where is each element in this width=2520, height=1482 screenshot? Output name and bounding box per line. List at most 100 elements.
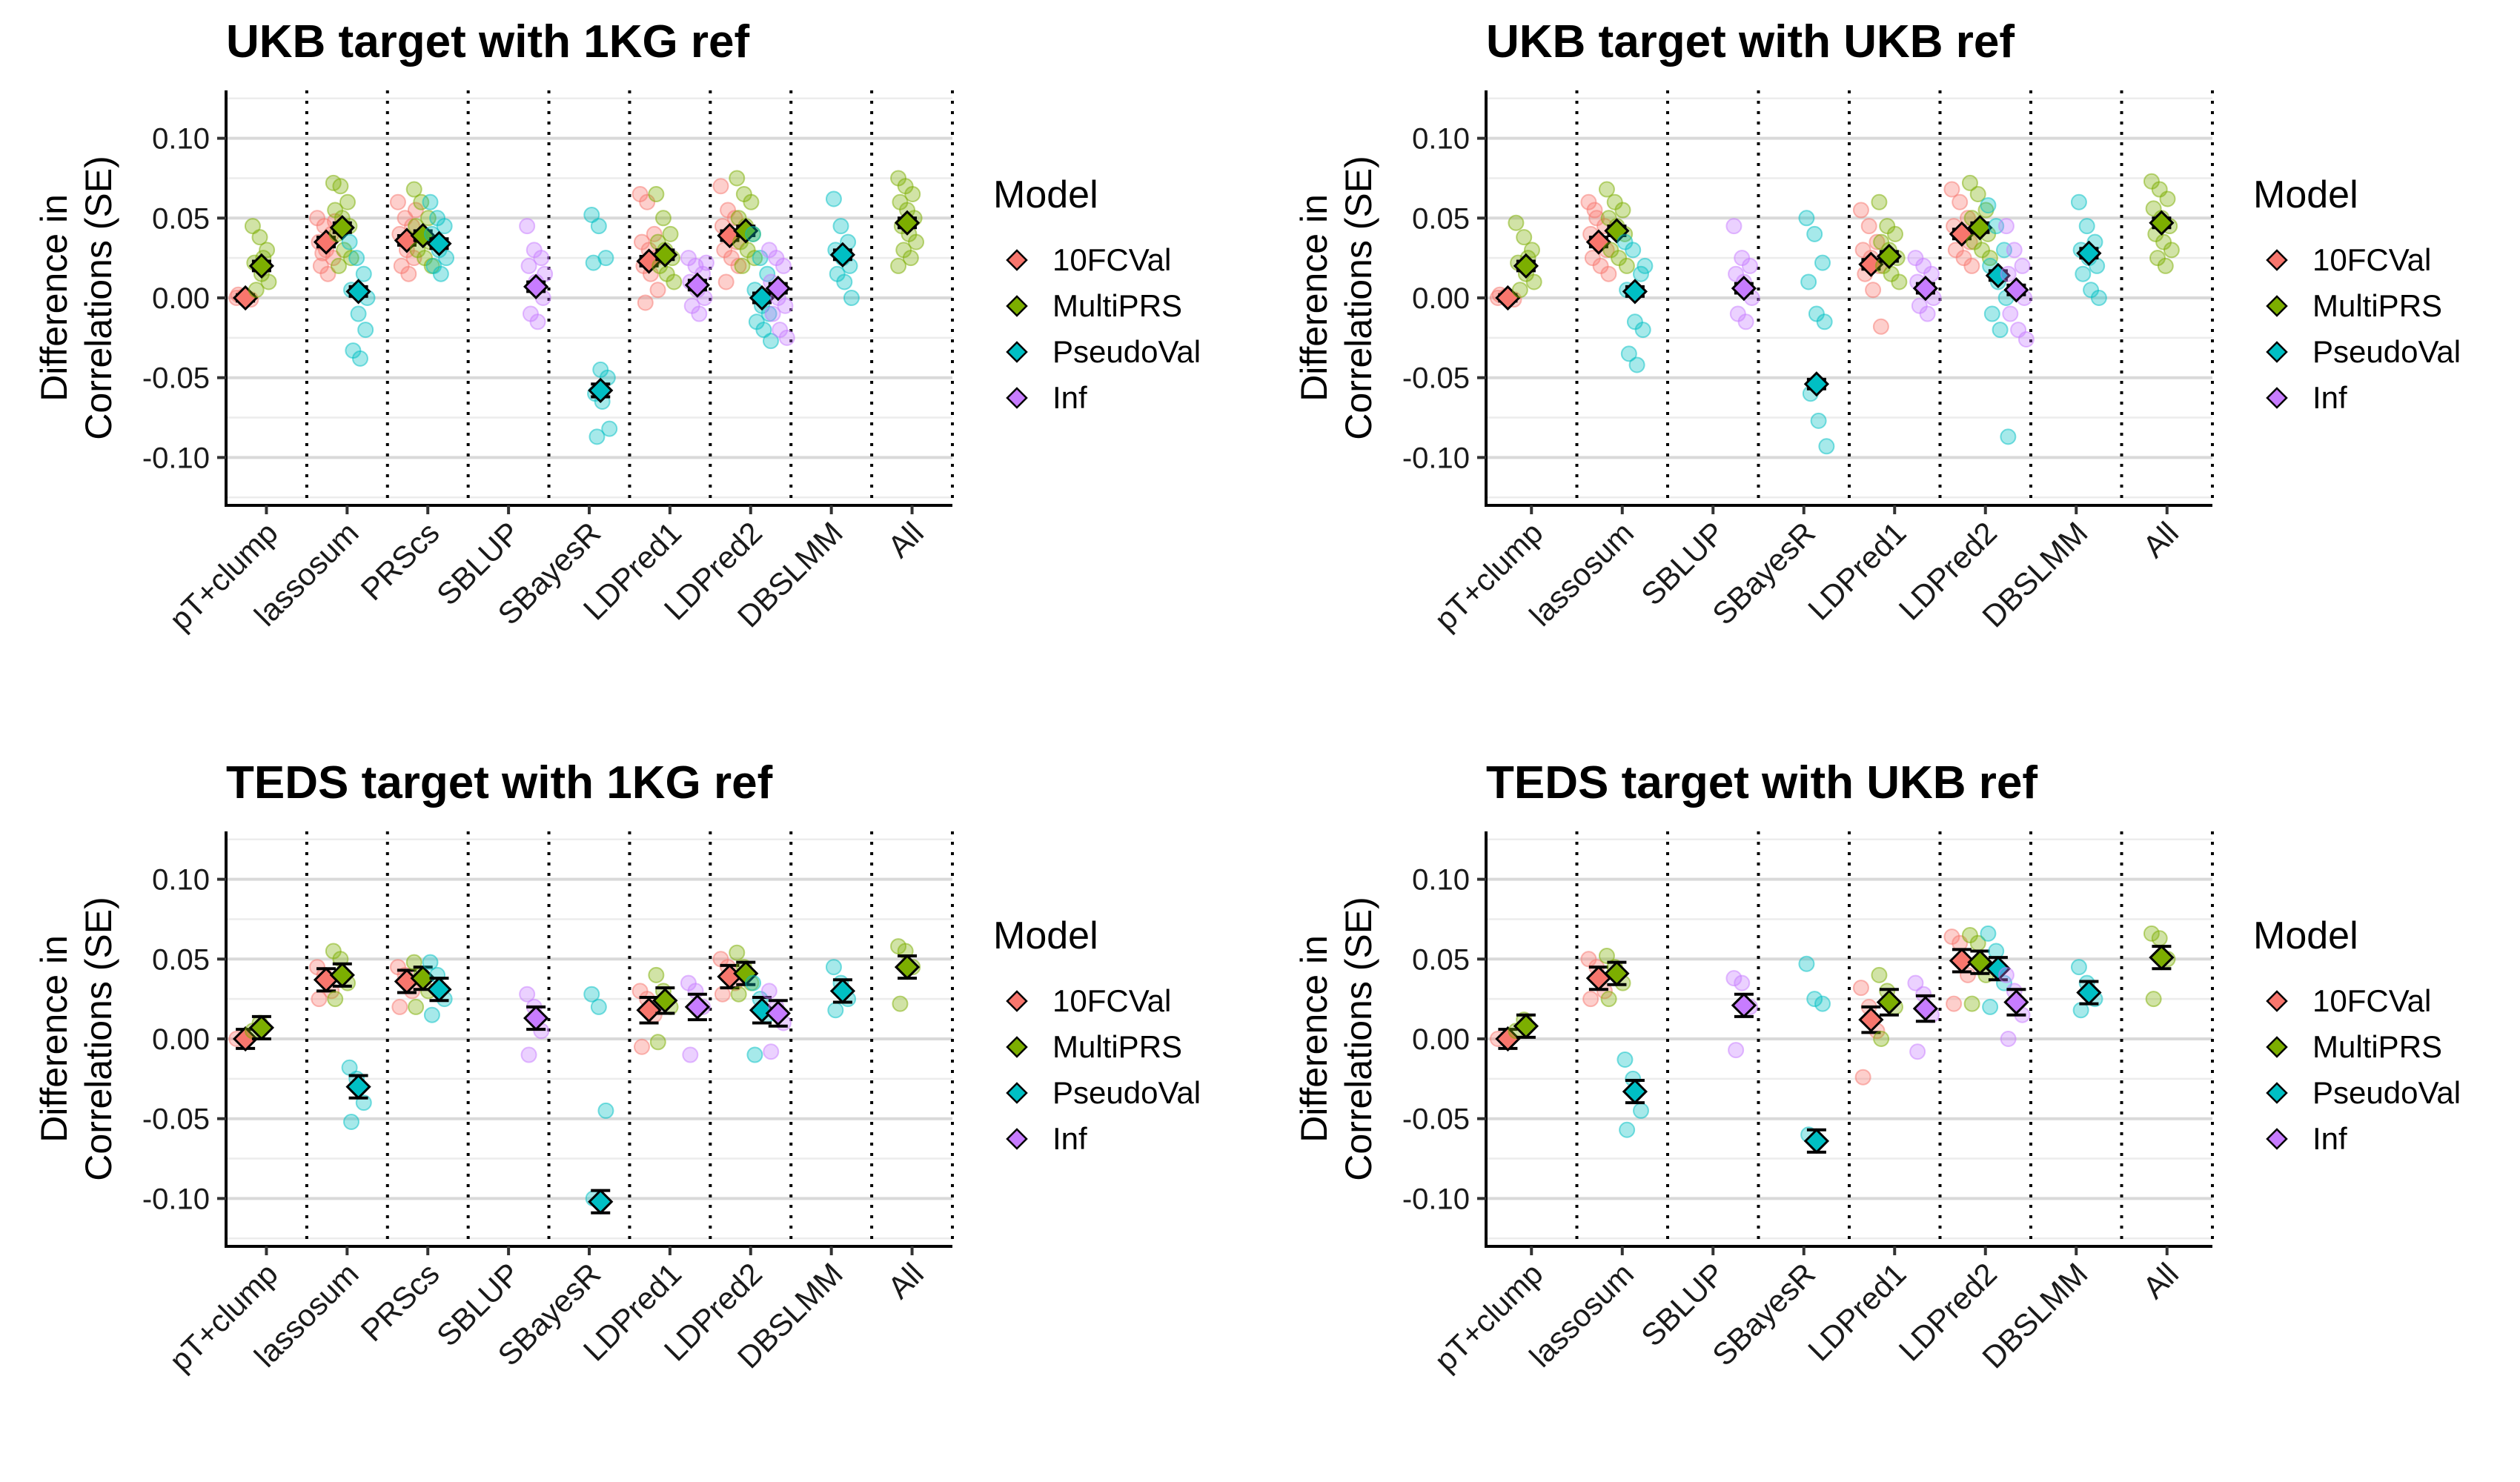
legend-label: PseudoVal <box>1052 1075 1201 1110</box>
jitter-point <box>649 1034 666 1051</box>
jitter-point <box>697 254 714 271</box>
jitter-point <box>1854 1069 1871 1086</box>
jitter-point <box>717 273 735 290</box>
jitter-point <box>2000 428 2017 445</box>
jitter-point <box>405 181 422 198</box>
jitter-point <box>2006 242 2023 259</box>
mean-point <box>1495 1026 1521 1052</box>
chart-title: TEDS target with 1KG ref <box>226 757 773 808</box>
jitter-point <box>1871 966 1888 983</box>
jitter-point <box>778 329 795 346</box>
jitter-point <box>413 193 430 210</box>
legend-key <box>2266 341 2288 363</box>
jitter-point <box>1800 273 1817 290</box>
jitter-point <box>729 944 746 961</box>
mean-point <box>248 253 275 279</box>
chart-title: TEDS target with UKB ref <box>1486 757 2037 808</box>
mean-point <box>248 1014 275 1041</box>
legend-title: Model <box>2253 914 2358 957</box>
jitter-point <box>588 428 606 445</box>
jitter-point <box>1628 356 1645 373</box>
jitter-point <box>908 233 924 250</box>
mean-point <box>894 210 921 236</box>
jitter-point <box>1980 197 1997 214</box>
y-tick-label: 0.00 <box>152 1023 210 1056</box>
y-axis-title: Difference inCorrelations (SE) <box>1293 897 1379 1180</box>
jitter-point <box>2078 218 2095 235</box>
jitter-point <box>2000 1031 2017 1047</box>
jitter-point <box>1516 229 1533 246</box>
legend-key <box>2266 1082 2288 1104</box>
jitter-point <box>1806 225 1823 242</box>
mean-point <box>1967 949 1993 975</box>
jitter-point <box>832 218 849 235</box>
mean-point <box>1912 995 1939 1022</box>
jitter-point <box>1873 1031 1890 1047</box>
chart-title: UKB target with 1KG ref <box>226 16 750 67</box>
jitter-point <box>825 190 842 207</box>
legend-key <box>1006 295 1028 317</box>
jitter-point <box>2000 265 2017 282</box>
x-tick-label: PRScs <box>354 1256 446 1348</box>
y-axis-title: Difference inCorrelations (SE) <box>33 156 119 439</box>
legend-key <box>1006 387 1028 409</box>
jitter-point <box>319 265 336 282</box>
legend-label: MultiPRS <box>1052 1029 1182 1064</box>
jitter-point <box>332 178 349 195</box>
jitter-point <box>348 250 365 267</box>
jitter-point <box>2159 190 2176 207</box>
legend-label: 10FCVal <box>2312 983 2431 1018</box>
jitter-point <box>331 257 348 274</box>
jitter-point <box>760 983 777 1000</box>
jitter-point <box>734 257 751 274</box>
jitter-point <box>342 250 359 267</box>
jitter-point <box>1523 242 1540 259</box>
jitter-point <box>763 1043 780 1060</box>
jitter-point <box>1980 925 1997 942</box>
jitter-point <box>1852 980 1869 997</box>
jitter-point <box>1963 257 1980 274</box>
jitter-point <box>1598 948 1615 964</box>
jitter-point <box>890 257 907 274</box>
jitter-point <box>1508 214 1525 231</box>
y-tick-label: 0.00 <box>152 282 210 315</box>
jitter-point <box>666 273 683 290</box>
jitter-point <box>357 322 374 339</box>
jitter-point <box>1582 991 1599 1008</box>
jitter-point <box>2070 959 2087 976</box>
jitter-point <box>2163 242 2180 259</box>
jitter-point <box>648 186 665 202</box>
y-tick-label: 0.10 <box>152 864 210 897</box>
jitter-point <box>730 986 747 1003</box>
jitter-point <box>597 1102 614 1119</box>
y-tick-label: -0.10 <box>142 1183 210 1215</box>
legend-title: Model <box>2253 173 2358 216</box>
jitter-point <box>311 991 328 1008</box>
jitter-point <box>2143 925 2160 942</box>
jitter-point <box>1907 974 1924 991</box>
mean-point <box>1604 218 1630 244</box>
mean-point <box>426 230 452 256</box>
jitter-point <box>1865 282 1882 299</box>
jitter-point <box>1632 1102 1649 1119</box>
jitter-point <box>691 305 708 322</box>
legend-key <box>1006 249 1028 271</box>
jitter-point <box>590 998 607 1015</box>
jitter-point <box>422 193 439 210</box>
y-tick-label: -0.10 <box>1402 442 1470 474</box>
x-tick-label: All <box>2136 515 2185 564</box>
y-tick-label: 0.00 <box>1412 1023 1470 1056</box>
jitter-point <box>519 986 536 1003</box>
jitter-point <box>2017 331 2035 348</box>
jitter-point <box>389 193 406 210</box>
mean-point <box>2076 980 2102 1006</box>
x-tick-label: All <box>881 1256 930 1305</box>
jitter-point <box>1872 318 1889 335</box>
mean-point <box>684 994 711 1020</box>
legend-key <box>2266 249 2288 271</box>
jitter-point <box>520 257 537 274</box>
jitter-point <box>730 257 747 274</box>
legend-label: MultiPRS <box>2312 288 2442 323</box>
jitter-point <box>583 986 600 1003</box>
legend-label: Inf <box>1052 380 1087 415</box>
